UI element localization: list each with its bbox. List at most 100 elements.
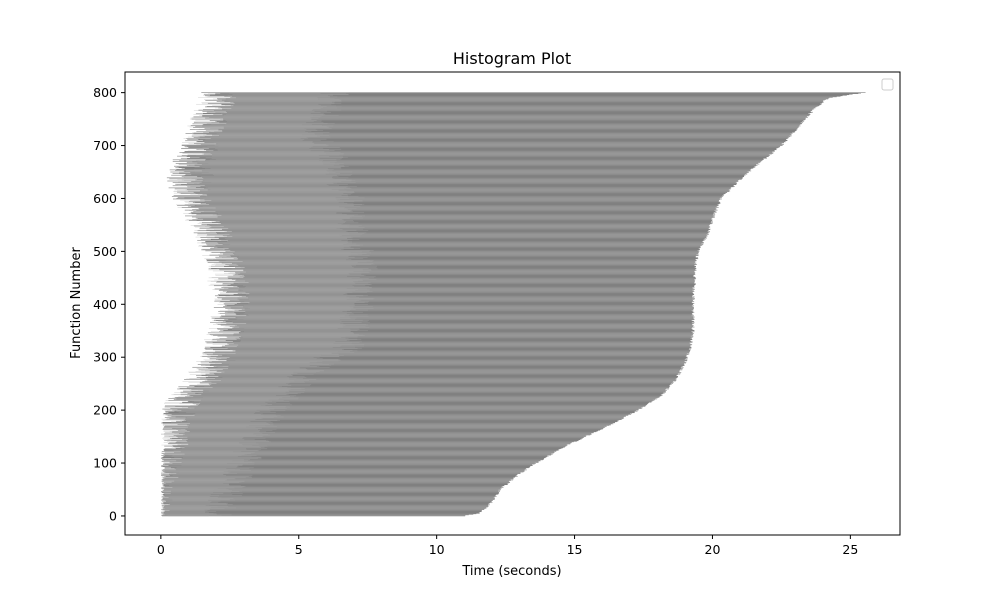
bar bbox=[197, 233, 709, 235]
bar bbox=[162, 498, 234, 499]
bar bbox=[187, 439, 581, 441]
bar bbox=[187, 436, 584, 438]
bar bbox=[227, 347, 690, 349]
bar bbox=[245, 291, 693, 293]
bar bbox=[160, 491, 501, 492]
bar bbox=[206, 243, 704, 245]
bar bbox=[163, 455, 549, 457]
bar bbox=[160, 501, 219, 503]
bar bbox=[161, 423, 269, 424]
bar bbox=[163, 473, 224, 475]
bar bbox=[163, 449, 262, 451]
bar bbox=[164, 489, 229, 490]
bar bbox=[227, 95, 329, 97]
bar bbox=[189, 164, 334, 166]
bar bbox=[227, 343, 691, 345]
bar bbox=[214, 131, 312, 133]
bar bbox=[188, 186, 348, 188]
bar bbox=[180, 420, 280, 422]
bar bbox=[205, 106, 327, 107]
bar bbox=[211, 259, 352, 260]
bar bbox=[235, 353, 687, 354]
bar bbox=[218, 237, 707, 239]
bar bbox=[206, 194, 724, 196]
bar bbox=[210, 127, 305, 129]
bar bbox=[164, 484, 230, 486]
bar bbox=[173, 472, 229, 473]
bar bbox=[229, 326, 694, 327]
bar bbox=[217, 298, 375, 299]
bar bbox=[164, 489, 214, 491]
bar bbox=[196, 137, 309, 139]
bar bbox=[160, 513, 214, 515]
bar bbox=[181, 184, 737, 186]
bar bbox=[177, 207, 346, 208]
bar bbox=[179, 454, 245, 455]
bar bbox=[196, 377, 678, 378]
bar bbox=[196, 198, 336, 200]
bar bbox=[180, 199, 338, 201]
bar bbox=[230, 97, 833, 98]
bar bbox=[234, 352, 355, 353]
bar bbox=[228, 248, 699, 250]
bar bbox=[221, 229, 710, 230]
bar bbox=[185, 133, 793, 134]
bar bbox=[161, 509, 205, 511]
bar bbox=[227, 337, 342, 338]
bar bbox=[241, 289, 370, 291]
bar bbox=[187, 426, 605, 428]
bar bbox=[217, 246, 701, 248]
bar bbox=[193, 232, 709, 234]
bar bbox=[208, 227, 365, 228]
bar bbox=[208, 383, 674, 384]
bar bbox=[218, 254, 363, 255]
bar bbox=[201, 248, 700, 250]
bar bbox=[226, 112, 812, 114]
bar bbox=[215, 357, 323, 359]
bar bbox=[237, 292, 694, 294]
bar bbox=[177, 191, 728, 193]
bar bbox=[227, 277, 696, 279]
bar bbox=[184, 204, 718, 206]
bar bbox=[232, 341, 693, 342]
bar bbox=[187, 170, 327, 171]
bar bbox=[214, 107, 338, 109]
bar bbox=[211, 364, 332, 366]
bar bbox=[228, 291, 373, 292]
bar bbox=[161, 418, 257, 420]
bar bbox=[223, 236, 340, 237]
bar bbox=[210, 330, 352, 332]
bar bbox=[226, 230, 711, 232]
bar bbox=[213, 262, 358, 264]
bar bbox=[162, 480, 511, 481]
bar bbox=[164, 505, 210, 507]
bar bbox=[197, 368, 306, 369]
bar bbox=[244, 301, 369, 302]
bar bbox=[163, 510, 208, 511]
bar bbox=[163, 486, 246, 487]
bar bbox=[198, 197, 336, 198]
bar bbox=[170, 462, 255, 463]
bar bbox=[188, 407, 642, 408]
bar bbox=[216, 320, 692, 321]
bar bbox=[230, 97, 331, 99]
bar bbox=[190, 212, 365, 214]
bar bbox=[202, 352, 690, 354]
bar bbox=[225, 302, 369, 304]
bar bbox=[191, 118, 806, 120]
bar bbox=[161, 479, 514, 481]
bar bbox=[180, 193, 726, 194]
bar bbox=[162, 466, 531, 468]
bar bbox=[217, 99, 826, 100]
bar bbox=[164, 450, 258, 451]
bar bbox=[219, 221, 712, 223]
bar bbox=[215, 351, 690, 353]
bar bbox=[205, 160, 763, 161]
bar bbox=[161, 465, 530, 467]
bar bbox=[164, 405, 646, 407]
bar bbox=[214, 229, 343, 230]
bar bbox=[223, 126, 800, 128]
bar bbox=[243, 269, 696, 271]
bar bbox=[163, 454, 552, 455]
bar bbox=[226, 323, 344, 325]
